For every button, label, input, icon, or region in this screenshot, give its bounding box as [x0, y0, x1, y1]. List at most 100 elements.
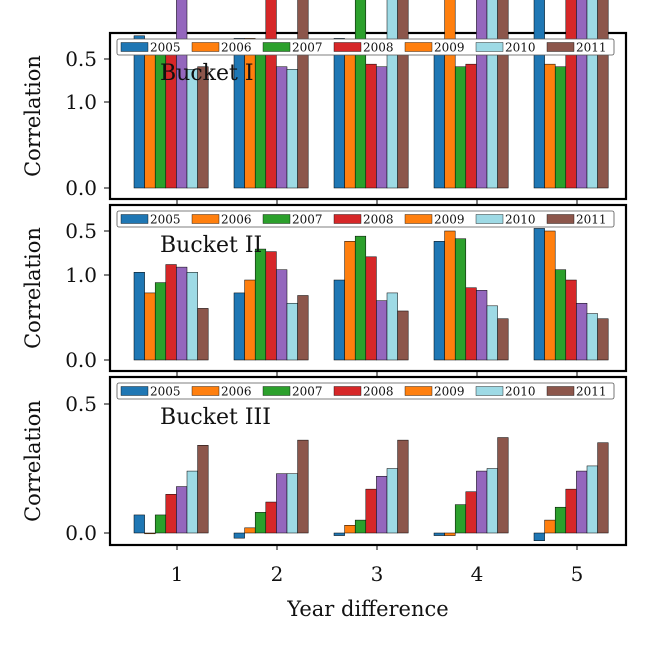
legend-swatch-2005 — [120, 42, 149, 52]
bar-2008-4 — [465, 63, 477, 189]
bar-2010-3 — [386, 0, 398, 189]
legend-entry-2006: 2006 — [221, 41, 252, 55]
y-tick-label: 1.0 — [65, 90, 97, 114]
legend-entry-2009: 2009 — [434, 213, 465, 227]
bar-2010-4 — [486, 468, 498, 534]
bar-2011-4 — [497, 0, 509, 189]
panel-2: 0.0 0.5 1.0 Correlation 2005 2006 2007 2008 2009… — [21, 90, 628, 376]
bar-2005-5 — [533, 532, 545, 541]
bar-2008-2 — [265, 0, 277, 189]
bar-2007-4 — [454, 238, 467, 361]
legend-swatch-2009 — [404, 386, 433, 396]
bar-2005-5 — [533, 228, 545, 361]
panel-label: Bucket III — [160, 405, 271, 430]
bar-2008-2 — [265, 251, 277, 361]
legend-entry-2010: 2010 — [505, 385, 536, 399]
bar-2010-2 — [286, 302, 298, 361]
bar-2010-2 — [286, 473, 298, 534]
legend-entry-2006: 2006 — [221, 385, 252, 399]
bar-2005-4 — [433, 43, 445, 189]
bar-2007-3 — [354, 519, 367, 534]
bar-2006-2 — [244, 279, 256, 361]
legend-entry-2005: 2005 — [150, 385, 181, 399]
legend-entry-2011: 2011 — [576, 41, 607, 55]
bar-2008-3 — [365, 488, 377, 534]
bar-2010-3 — [386, 468, 398, 534]
legend-entry-2006: 2006 — [221, 213, 252, 227]
bar-2006-1 — [144, 292, 156, 361]
bar-2006-2 — [244, 527, 256, 534]
legend-entry-2011: 2011 — [576, 385, 607, 399]
bar-2007-4 — [454, 504, 467, 534]
y-axis-label: Correlation — [21, 55, 45, 177]
legend-entry-2009: 2009 — [434, 41, 465, 55]
x-tick-label: 1 — [171, 562, 184, 586]
bar-2005-3 — [333, 279, 345, 361]
bar-2011-1 — [197, 445, 209, 534]
bar-2006-4 — [444, 230, 456, 361]
bar-2005-3 — [333, 38, 345, 189]
panel-1: 0.0 0.5 1.0 Correlation 2005 2006 2007 2008 2009… — [21, 0, 628, 204]
y-axis-label: Correlation — [21, 400, 45, 522]
bar-2007-3 — [354, 0, 367, 189]
legend-entry-2007: 2007 — [292, 385, 323, 399]
bar-2011-5 — [597, 318, 609, 361]
bar-2008-5 — [565, 488, 577, 534]
bar-2007-3 — [354, 235, 367, 361]
x-tick-label: 3 — [371, 562, 384, 586]
bar-2009-1 — [176, 486, 188, 534]
bar-2011-2 — [297, 0, 309, 189]
legend-swatch-2011 — [546, 214, 575, 224]
bar-2011-1 — [197, 308, 209, 361]
bar-2005-2 — [233, 532, 245, 539]
bar-2009-1 — [176, 266, 188, 361]
bar-2006-4 — [444, 0, 456, 189]
bar-2011-4 — [497, 437, 509, 534]
bar-2006-3 — [344, 525, 356, 534]
bar-2007-5 — [554, 269, 567, 361]
bar-2008-1 — [165, 264, 177, 361]
bar-2007-4 — [454, 66, 467, 189]
bar-2008-3 — [365, 256, 377, 361]
bar-2009-2 — [276, 473, 288, 534]
bar-2007-1 — [154, 282, 167, 361]
bar-2007-5 — [554, 66, 567, 189]
bar-2009-1 — [176, 0, 188, 189]
bar-2008-5 — [565, 279, 577, 361]
bar-2011-5 — [597, 442, 609, 534]
bar-2005-5 — [533, 0, 545, 189]
bar-2005-2 — [233, 292, 245, 361]
bar-2010-5 — [586, 0, 598, 189]
legend-entry-2008: 2008 — [363, 213, 394, 227]
bar-2007-1 — [154, 514, 167, 534]
legend-entry-2005: 2005 — [150, 213, 181, 227]
legend-entry-2010: 2010 — [505, 213, 536, 227]
bar-2007-2 — [254, 45, 267, 189]
legend-entry-2010: 2010 — [505, 41, 536, 55]
legend-swatch-2006 — [191, 214, 220, 224]
legend-swatch-2008 — [333, 386, 362, 396]
legend-swatch-2005 — [120, 386, 149, 396]
panel-label: Bucket II — [160, 233, 262, 258]
bar-2009-3 — [376, 300, 388, 361]
legend-entry-2008: 2008 — [363, 41, 394, 55]
bar-2008-4 — [465, 287, 477, 361]
x-axis-label: Year difference — [286, 597, 448, 621]
panel-3: 0.0 0.5 1.0 Correlation 2005 2006 2007 2008 2009… — [21, 263, 628, 550]
bar-2005-1 — [133, 35, 145, 189]
bar-2009-4 — [476, 0, 488, 189]
bar-2006-1 — [144, 532, 156, 535]
legend-swatch-2010 — [475, 214, 504, 224]
legend-swatch-2010 — [475, 386, 504, 396]
bar-2010-5 — [586, 313, 598, 361]
legend-swatch-2007 — [262, 386, 291, 396]
bar-2005-4 — [433, 241, 445, 361]
bar-2006-1 — [144, 40, 156, 189]
bar-2010-1 — [186, 470, 198, 534]
bar-2008-4 — [465, 491, 477, 534]
x-tick-label: 4 — [471, 562, 484, 586]
bar-2009-4 — [476, 470, 488, 534]
bar-2011-2 — [297, 295, 309, 361]
panel-frame — [108, 375, 628, 547]
